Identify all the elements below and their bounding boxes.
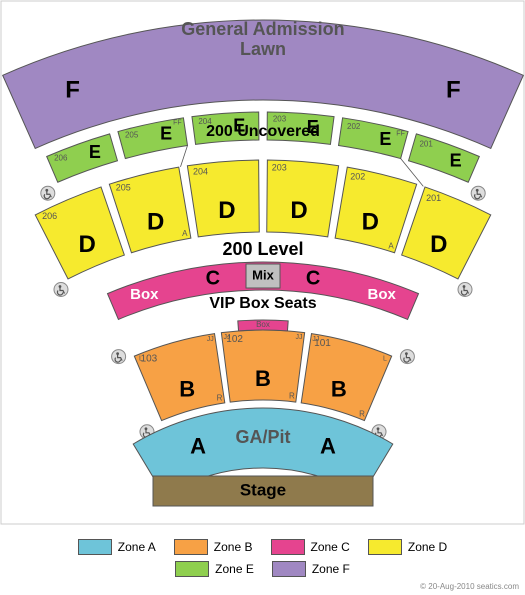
legend-swatch [175, 561, 209, 577]
row-right: JJ [207, 336, 214, 343]
zone-d-letter: D [430, 231, 447, 258]
legend-swatch [271, 539, 305, 555]
zone-d-letter: D [290, 197, 307, 224]
row-bottom: A [388, 241, 394, 250]
legend-label: Zone B [214, 540, 253, 554]
row-left: JJ [312, 336, 319, 343]
zone-a-letter-left: A [190, 434, 206, 459]
legend: Zone A Zone B Zone C Zone D Zone E Zone F [0, 539, 525, 577]
zone-b-letter: B [255, 366, 271, 391]
wheelchair-icon [471, 186, 485, 200]
zone-a-letter-right: A [320, 434, 336, 459]
uncovered-label: 200 Uncovered [206, 123, 320, 140]
mix-label: Mix [252, 267, 274, 282]
zone-d-letter: D [78, 231, 95, 258]
legend-swatch [272, 561, 306, 577]
wheelchair-icon [54, 282, 68, 296]
section-num: 205 [116, 183, 131, 193]
level-200-label: 200 Level [222, 239, 303, 259]
section-num: 206 [54, 153, 68, 162]
row-left: L [139, 356, 143, 363]
zone-d-letter: D [218, 197, 235, 224]
section-num: 202 [350, 172, 365, 182]
legend-item: Zone F [272, 561, 350, 577]
zone-c-letter-left: C [206, 268, 220, 290]
zone-b-letter: B [331, 376, 347, 401]
row-top: FF [173, 120, 182, 127]
zone-d-letter: D [147, 208, 164, 235]
section-num: 203 [273, 114, 287, 123]
zone-e-letter: E [379, 129, 391, 149]
wheelchair-icon [458, 282, 472, 296]
section-num: 103 [141, 354, 158, 365]
row-bottom: R [359, 409, 365, 418]
legend-item: Zone D [368, 539, 447, 555]
legend-swatch [78, 539, 112, 555]
zone-d-letter: D [362, 208, 379, 235]
legend-item: Zone B [174, 539, 253, 555]
guide-line [180, 146, 187, 167]
row-bottom: R [289, 392, 295, 401]
row-top: FF [396, 131, 405, 138]
legend-label: Zone A [118, 540, 156, 554]
row-bottom: A [182, 229, 188, 238]
legend-label: Zone D [408, 540, 447, 554]
section-num: 201 [419, 139, 433, 148]
section-num: 203 [272, 163, 287, 173]
wheelchair-icon [112, 350, 126, 364]
zone-f-title: General Admission [181, 19, 344, 39]
stage-label: Stage [240, 480, 286, 499]
zone-e-letter: E [89, 142, 101, 162]
ga-pit-label: GA/Pit [235, 427, 290, 447]
legend-item: Zone A [78, 539, 156, 555]
box-label-left: Box [130, 286, 159, 303]
box-small-label: Box [256, 320, 270, 329]
legend-swatch [174, 539, 208, 555]
row-right: JJ [295, 334, 302, 341]
zone-f-letter-left: F [65, 76, 80, 103]
legend-label: Zone E [215, 562, 254, 576]
zone-f-letter-right: F [446, 76, 461, 103]
section-num: 202 [347, 122, 361, 131]
row-left: JJ [224, 334, 231, 341]
wheelchair-icon [41, 186, 55, 200]
section-num: 204 [193, 166, 208, 176]
row-bottom: R [217, 394, 223, 403]
zone-b-letter: B [179, 376, 195, 401]
zone-f-subtitle: Lawn [240, 39, 286, 59]
wheelchair-icon [400, 350, 414, 364]
row-right: L [383, 356, 387, 363]
section-num: 206 [42, 211, 57, 221]
legend-label: Zone C [311, 540, 350, 554]
box-label-right: Box [367, 286, 396, 303]
legend-swatch [368, 539, 402, 555]
zone-e-letter: E [450, 151, 462, 171]
legend-item: Zone E [175, 561, 254, 577]
vip-label: VIP Box Seats [209, 295, 316, 312]
footer-copyright: © 20-Aug-2010 seatics.com [420, 582, 519, 591]
section-num: 205 [125, 130, 139, 139]
legend-label: Zone F [312, 562, 350, 576]
zone-c-letter-right: C [306, 268, 320, 290]
seating-chart: General AdmissionLawnFF206E205EFF204E203… [0, 0, 525, 525]
legend-item: Zone C [271, 539, 350, 555]
zone-e-letter: E [160, 124, 172, 144]
section-num: 201 [426, 193, 441, 203]
